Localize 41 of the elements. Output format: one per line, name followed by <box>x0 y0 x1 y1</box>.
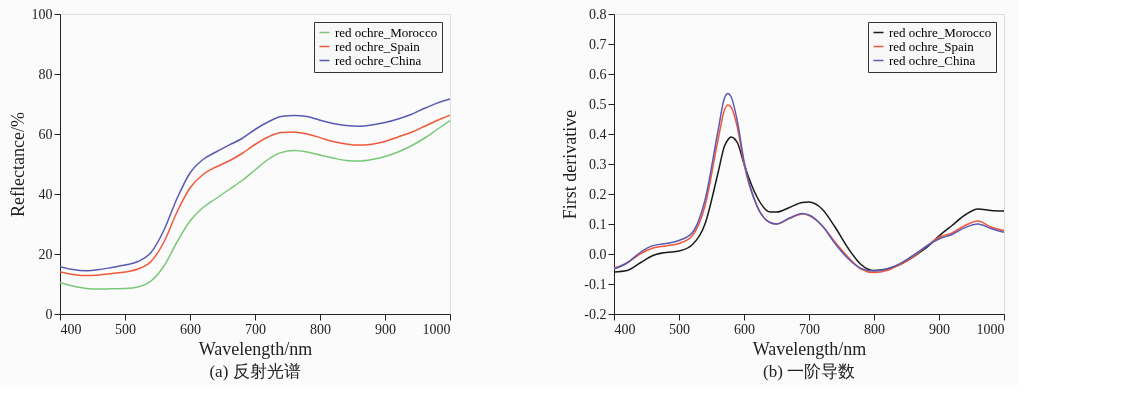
x-tick-label: 400 <box>614 321 636 337</box>
y-tick-label: 0.8 <box>589 6 607 22</box>
x-axis-title: Wavelength/nm <box>198 338 313 359</box>
legend-label: red ochre_Morocco <box>889 24 992 40</box>
x-tick-label: 1000 <box>422 321 451 337</box>
y-tick-label: 0.3 <box>589 156 607 172</box>
text: (a) 反射光谱 <box>209 362 301 381</box>
y-tick-label: 60 <box>38 126 53 142</box>
y-tick-label: 0.2 <box>589 186 607 202</box>
y-tick-label: 100 <box>31 6 53 22</box>
y-axis-title: Reflectance/% <box>7 112 28 217</box>
legend-label: red ochre_Spain <box>889 38 975 54</box>
y-tick-label: 0 <box>45 306 53 322</box>
y-tick-label: 0.0 <box>589 246 607 262</box>
y-tick-label: 0.4 <box>589 126 607 142</box>
x-tick-label: 500 <box>115 321 136 337</box>
x-tick-label: 800 <box>310 321 331 337</box>
x-tick-label: 900 <box>929 321 950 337</box>
y-tick-label: 40 <box>38 186 53 202</box>
x-tick-label: 800 <box>864 321 885 337</box>
y-tick-label: 0.7 <box>589 36 607 52</box>
x-tick-label: 700 <box>245 321 266 337</box>
x-axis-title: Wavelength/nm <box>752 338 867 359</box>
x-tick-label: 600 <box>734 321 755 337</box>
x-tick-label: 1000 <box>976 321 1005 337</box>
x-tick-label: 500 <box>669 321 690 337</box>
y-tick-label: 0.1 <box>589 216 607 232</box>
y-tick-label: 20 <box>38 246 53 262</box>
y-tick-label: 0.5 <box>589 96 607 112</box>
x-tick-label: 900 <box>375 321 396 337</box>
x-tick-label: 700 <box>799 321 820 337</box>
x-tick-label: 600 <box>180 321 201 337</box>
legend-label: red ochre_Spain <box>335 38 421 54</box>
text: (b) 一阶导数 <box>762 362 856 381</box>
x-tick-label: 400 <box>60 321 82 337</box>
y-tick-label: -0.1 <box>584 276 607 292</box>
y-tick-label: -0.2 <box>584 306 607 322</box>
y-tick-label: 80 <box>38 66 53 82</box>
legend-label: red ochre_Morocco <box>335 24 438 40</box>
y-tick-label: 0.6 <box>589 66 607 82</box>
y-axis-title: First derivative <box>560 109 581 220</box>
